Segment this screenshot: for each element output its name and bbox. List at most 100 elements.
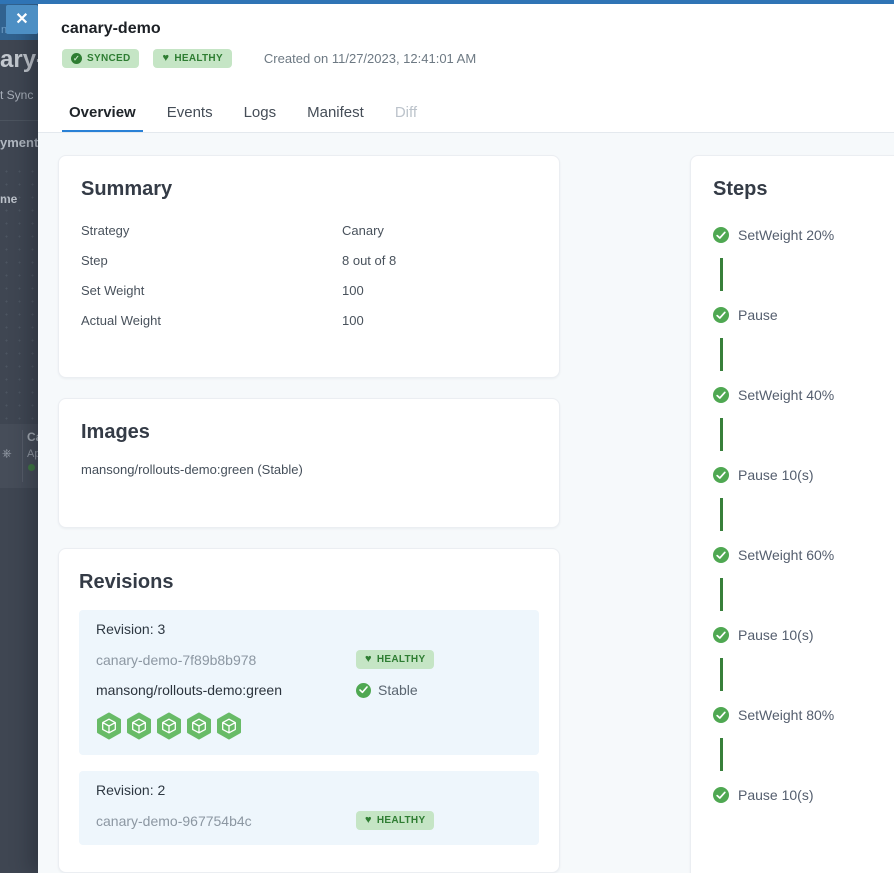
panel-header: canary-demo ✓ SYNCED ♥ HEALTHY Created o… (38, 4, 894, 133)
step-connector (720, 578, 723, 611)
revision-health-badge: ♥ HEALTHY (356, 650, 435, 669)
images-title: Images (81, 421, 150, 443)
step-item: SetWeight 40% (713, 385, 894, 405)
pod-icon (127, 712, 151, 740)
revisions-card: Revisions Revision: 3 canary-demo-7f89b8… (58, 548, 560, 873)
summary-row-value: 100 (342, 282, 364, 298)
summary-row-value: 100 (342, 312, 364, 328)
step-label: Pause (738, 307, 778, 323)
background-divider (0, 120, 38, 121)
close-icon: ✕ (15, 10, 29, 28)
main-column: Summary Strategy Canary Step 8 out of 8 … (58, 155, 560, 873)
revision-name: Revision: 2 (96, 782, 166, 798)
summary-row-actual-weight: Actual Weight 100 (81, 305, 537, 335)
sync-status-badge: ✓ SYNCED (62, 49, 140, 68)
background-health-dot (28, 464, 35, 471)
replicaset-name: canary-demo-967754b4c (96, 812, 252, 829)
step-item: SetWeight 20% (713, 225, 894, 245)
heart-icon: ♥ (365, 814, 372, 826)
step-label: SetWeight 40% (738, 387, 835, 403)
stable-flag: Stable (356, 682, 418, 698)
summary-row-label: Set Weight (81, 282, 145, 298)
created-timestamp: Created on 11/27/2023, 12:41:01 AM (263, 51, 477, 66)
background-overlay: nt:soft ary- t Sync yment me ⎈ Ca Ap (0, 0, 38, 873)
tab-diff: Diff (394, 104, 418, 121)
summary-row-value: Canary (342, 222, 384, 238)
background-app-card-fragment: ⎈ Ca Ap (0, 424, 38, 488)
step-item: Pause 10(s) (713, 625, 894, 645)
revision-replicaset-row: canary-demo-7f89b8b978 ♥ HEALTHY (96, 650, 522, 669)
revision-health-badge: ♥ HEALTHY (356, 811, 435, 830)
summary-card: Summary Strategy Canary Step 8 out of 8 … (58, 155, 560, 378)
summary-rows: Strategy Canary Step 8 out of 8 Set Weig… (81, 215, 537, 335)
summary-row-step: Step 8 out of 8 (81, 245, 537, 275)
step-item: Pause 10(s) (713, 465, 894, 485)
step-connector (720, 658, 723, 691)
background-deployment-text-fragment: yment (0, 135, 38, 150)
check-circle-icon: ✓ (71, 53, 82, 64)
tab-bar: Overview Events Logs Manifest Diff (62, 94, 894, 133)
step-item: SetWeight 60% (713, 545, 894, 565)
background-dot-grid (0, 165, 38, 425)
check-circle-icon (713, 787, 729, 803)
revision-image-name: mansong/rollouts-demo:green (96, 682, 282, 698)
revisions-title: Revisions (79, 571, 174, 593)
cluster-icon: ⎈ (2, 446, 12, 460)
summary-row-label: Actual Weight (81, 312, 161, 328)
step-connector (720, 418, 723, 451)
step-label: SetWeight 80% (738, 707, 835, 723)
summary-row-set-weight: Set Weight 100 (81, 275, 537, 305)
step-label: Pause 10(s) (738, 787, 814, 803)
summary-row-label: Step (81, 252, 108, 268)
tab-manifest[interactable]: Manifest (307, 104, 364, 121)
step-connector (720, 258, 723, 291)
health-status-badge: ♥ HEALTHY (153, 49, 232, 68)
step-connector (720, 738, 723, 771)
close-panel-button[interactable]: ✕ (6, 5, 38, 34)
step-item: Pause (713, 305, 894, 325)
revision-replicaset-row: canary-demo-967754b4c ♥ HEALTHY (96, 811, 522, 830)
pod-icon (97, 712, 121, 740)
check-circle-icon (713, 307, 729, 323)
revision-2-block: Revision: 2 canary-demo-967754b4c ♥ HEAL… (79, 771, 539, 845)
header-divider (38, 132, 894, 133)
background-card-text-1: Ca (27, 430, 38, 444)
tab-logs[interactable]: Logs (243, 104, 277, 121)
status-badge-row: ✓ SYNCED ♥ HEALTHY Created on 11/27/2023… (62, 49, 476, 68)
background-card-divider (22, 430, 23, 482)
rollout-detail-panel: canary-demo ✓ SYNCED ♥ HEALTHY Created o… (38, 4, 894, 873)
page-title: canary-demo (61, 20, 161, 37)
panel-content: Summary Strategy Canary Step 8 out of 8 … (38, 133, 894, 873)
health-status-label: HEALTHY (174, 53, 223, 64)
background-card-text-2: Ap (27, 448, 38, 460)
steps-title: Steps (713, 178, 768, 200)
step-item: SetWeight 80% (713, 705, 894, 725)
background-sync-text-fragment: t Sync (0, 88, 34, 102)
replicaset-name: canary-demo-7f89b8b978 (96, 651, 257, 668)
check-circle-icon (713, 227, 729, 243)
images-card: Images mansong/rollouts-demo:green (Stab… (58, 398, 560, 528)
summary-row-value: 8 out of 8 (342, 252, 397, 268)
revision-3-block: Revision: 3 canary-demo-7f89b8b978 ♥ HEA… (79, 610, 539, 755)
check-circle-icon (713, 547, 729, 563)
summary-row-label: Strategy (81, 222, 130, 238)
heart-icon: ♥ (365, 653, 372, 665)
pod-icon (217, 712, 241, 740)
pod-icon (157, 712, 181, 740)
revision-health-label: HEALTHY (376, 815, 426, 826)
tab-overview[interactable]: Overview (62, 94, 143, 133)
revision-health-label: HEALTHY (376, 654, 426, 665)
revision-image-row: mansong/rollouts-demo:green Stable (96, 682, 522, 698)
step-item: Pause 10(s) (713, 785, 894, 805)
pod-row (96, 712, 522, 740)
summary-row-strategy: Strategy Canary (81, 215, 537, 245)
check-circle-icon (356, 682, 371, 698)
check-circle-icon (713, 467, 729, 483)
background-page-title-fragment: ary- (0, 46, 38, 73)
step-label: Pause 10(s) (738, 627, 814, 643)
step-label: SetWeight 20% (738, 227, 835, 243)
check-circle-icon (713, 627, 729, 643)
tab-events[interactable]: Events (166, 104, 213, 121)
step-label: Pause 10(s) (738, 467, 814, 483)
step-connector (720, 498, 723, 531)
